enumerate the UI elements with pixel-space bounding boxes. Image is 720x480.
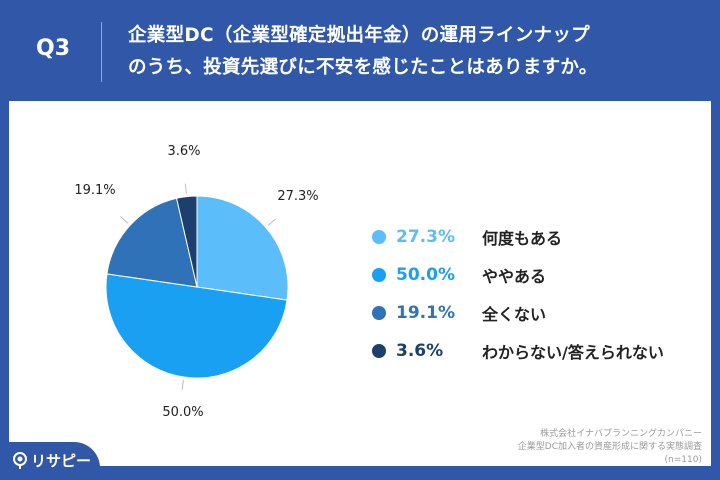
leader-line <box>181 379 184 390</box>
source-company: 株式会社イナバプランニングカンパニー <box>540 429 702 439</box>
divider <box>101 22 102 82</box>
legend-dot <box>372 344 386 358</box>
legend-label: 全くない <box>482 305 547 324</box>
data-label: 27.3% <box>277 189 318 204</box>
legend-dot <box>372 230 386 244</box>
legend-pct: 19.1% <box>396 303 455 323</box>
question-number: Q3 <box>36 36 71 61</box>
legend-item: 19.1% 全くない <box>372 294 664 332</box>
legend-pct: 50.0% <box>396 265 455 285</box>
legend-item: 50.0% ややある <box>372 256 664 294</box>
pie-slice <box>105 273 288 379</box>
pie-slice <box>106 197 198 288</box>
legend-item: 27.3% 何度もある <box>372 218 664 256</box>
leader-line <box>120 216 129 224</box>
pin-icon <box>13 451 27 469</box>
legend-label: わからない/答えられない <box>482 343 664 362</box>
leader-line <box>184 183 187 194</box>
sample-size: (n=110) <box>664 455 702 465</box>
legend-label: ややある <box>482 267 547 286</box>
title-line-2: のうち、投資先選びに不安を感じたことはありますか。 <box>128 57 598 78</box>
data-label: 50.0% <box>162 405 203 420</box>
data-label: 3.6% <box>167 144 200 159</box>
title-line-1: 企業型DC（企業型確定拠出年金）の運用ラインナップ <box>128 25 590 46</box>
source-survey: 企業型DC加入者の資産形成に関する実態調査 <box>517 442 702 452</box>
pie-slice <box>196 195 289 301</box>
legend-dot <box>372 306 386 320</box>
legend-label: 何度もある <box>482 229 563 248</box>
source-note: 株式会社イナバプランニングカンパニー 企業型DC加入者の資産形成に関する実態調査… <box>518 428 702 467</box>
logo-text: リサピー <box>31 452 92 470</box>
pie-slice <box>175 195 198 288</box>
leader-line <box>267 218 276 226</box>
legend-pct: 3.6% <box>396 341 444 361</box>
legend: 27.3% 何度もある 50.0% ややある 19.1% 全くない 3.6% わからない… <box>372 218 664 370</box>
question-title: 企業型DC（企業型確定拠出年金）の運用ラインナップ のうち、投資先選びに不安を感… <box>128 20 598 84</box>
legend-pct: 27.3% <box>396 227 455 247</box>
logo-tab <box>0 442 100 480</box>
logo: リサピー <box>12 450 91 471</box>
legend-dot <box>372 268 386 282</box>
legend-item: 3.6% わからない/答えられない <box>372 332 664 370</box>
data-label: 19.1% <box>74 183 115 198</box>
